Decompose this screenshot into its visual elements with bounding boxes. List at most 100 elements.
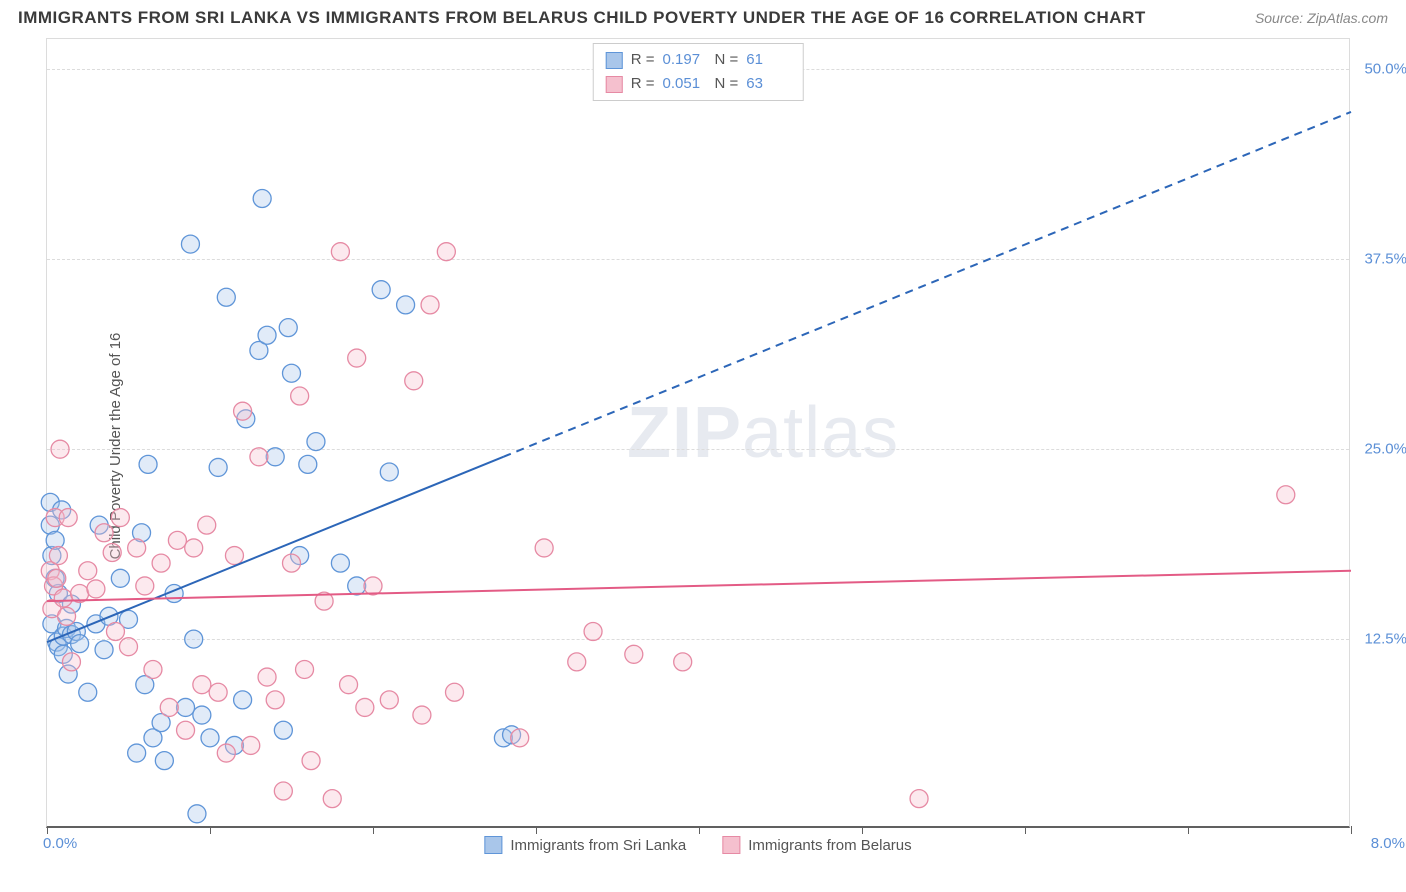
data-point [95,641,113,659]
data-point [242,736,260,754]
data-point [48,569,66,587]
legend-label-series-a: Immigrants from Sri Lanka [510,837,686,854]
x-axis-max-label: 8.0% [1371,835,1405,852]
data-point [283,554,301,572]
data-point [120,638,138,656]
data-point [266,691,284,709]
data-point [380,463,398,481]
data-point [95,524,113,542]
r-value-series-b: 0.051 [663,72,707,96]
data-point [49,547,67,565]
data-point [193,706,211,724]
trend-line-extrapolated [503,112,1351,457]
stats-row-series-a: R = 0.197 N = 61 [606,48,791,72]
data-point [405,372,423,390]
r-value-series-a: 0.197 [663,48,707,72]
y-tick-label: 50.0% [1364,61,1406,78]
data-point [299,455,317,473]
data-point [111,569,129,587]
data-point [139,455,157,473]
data-point [155,752,173,770]
data-point [283,364,301,382]
stats-swatch-series-b [606,76,623,93]
data-point [128,539,146,557]
data-point [144,660,162,678]
data-point [160,698,178,716]
data-point [331,554,349,572]
y-tick-label: 12.5% [1364,631,1406,648]
bottom-legend: Immigrants from Sri Lanka Immigrants fro… [484,836,911,854]
data-point [136,577,154,595]
y-tick-label: 25.0% [1364,441,1406,458]
data-point [62,653,80,671]
data-point [103,544,121,562]
data-point [106,623,124,641]
data-point [348,349,366,367]
data-point [225,547,243,565]
data-point [54,589,72,607]
data-point [535,539,553,557]
stats-row-series-b: R = 0.051 N = 63 [606,72,791,96]
data-point [674,653,692,671]
data-point [177,721,195,739]
legend-swatch-series-a [484,836,502,854]
data-point [253,190,271,208]
data-point [79,683,97,701]
data-point [397,296,415,314]
legend-label-series-b: Immigrants from Belarus [748,837,911,854]
r-label: R = [631,72,655,96]
data-point [71,635,89,653]
data-point [168,531,186,549]
data-point [111,509,129,527]
data-point [201,729,219,747]
data-point [584,623,602,641]
data-point [266,448,284,466]
data-point [291,387,309,405]
data-point [274,782,292,800]
data-point [296,660,314,678]
data-point [625,645,643,663]
n-value-series-a: 61 [746,48,790,72]
data-point [59,509,77,527]
data-point [217,288,235,306]
data-point [323,790,341,808]
data-point [340,676,358,694]
data-point [87,580,105,598]
chart-title: IMMIGRANTS FROM SRI LANKA VS IMMIGRANTS … [18,8,1146,28]
data-point [188,805,206,823]
data-point [152,554,170,572]
n-label: N = [715,72,739,96]
plot-area: ZIPatlas 12.5%25.0%37.5%50.0% 0.0% 8.0% … [46,38,1350,828]
data-point [58,607,76,625]
data-point [372,281,390,299]
data-point [250,448,268,466]
data-point [51,440,69,458]
data-point [258,326,276,344]
data-point [217,744,235,762]
data-point [198,516,216,534]
data-point [413,706,431,724]
r-label: R = [631,48,655,72]
data-point [177,698,195,716]
data-point [185,539,203,557]
data-point [910,790,928,808]
chart-header: IMMIGRANTS FROM SRI LANKA VS IMMIGRANTS … [0,0,1406,32]
n-label: N = [715,48,739,72]
data-point [511,729,529,747]
data-point [181,235,199,253]
data-point [568,653,586,671]
data-point [348,577,366,595]
data-point [234,691,252,709]
legend-item-series-a: Immigrants from Sri Lanka [484,836,686,854]
data-point [1277,486,1295,504]
y-tick-label: 37.5% [1364,251,1406,268]
data-point [380,691,398,709]
data-point [421,296,439,314]
data-point [364,577,382,595]
data-point [302,752,320,770]
data-point [209,458,227,476]
x-axis-min-label: 0.0% [43,835,77,852]
scatter-svg [47,39,1349,826]
legend-swatch-series-b [722,836,740,854]
data-point [331,243,349,261]
